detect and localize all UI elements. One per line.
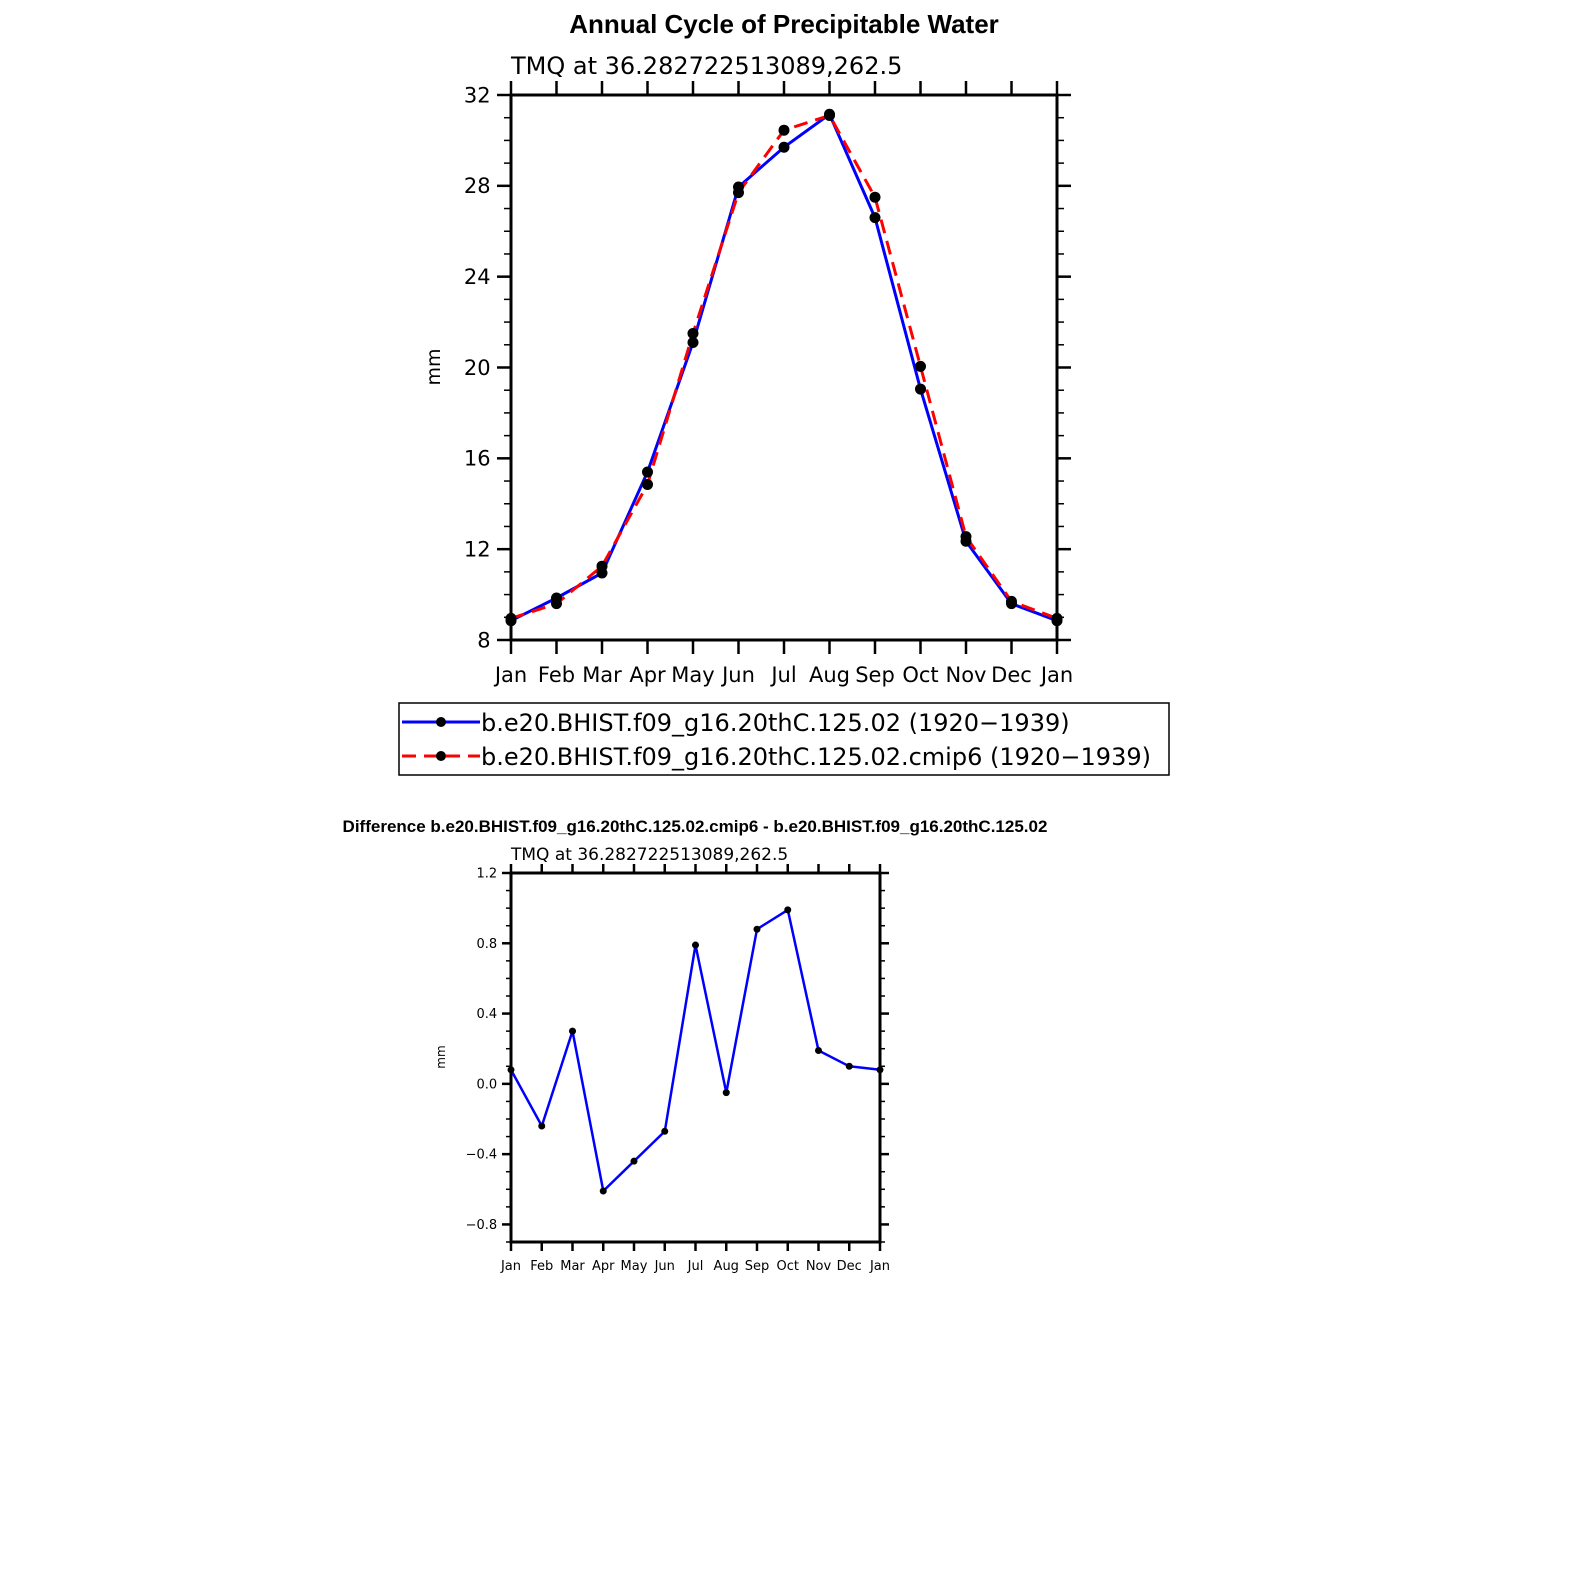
series-2-marker — [642, 478, 653, 490]
x-tick-label: Jun — [654, 1259, 675, 1274]
x-tick-label: Apr — [592, 1259, 615, 1274]
series-1-marker — [642, 466, 653, 478]
y-tick-label: 12 — [464, 538, 491, 562]
x-tick-label: Aug — [714, 1259, 739, 1274]
x-tick-label: Dec — [837, 1259, 862, 1274]
x-tick-label: Mar — [560, 1259, 585, 1274]
x-tick-label: Jan — [1039, 663, 1073, 687]
x-tick-label: Aug — [809, 663, 850, 687]
x-tick-label: Dec — [991, 663, 1032, 687]
x-tick-label: Jul — [687, 1259, 704, 1274]
legend-marker-series-2 — [436, 751, 446, 761]
x-tick-label: Nov — [946, 663, 987, 687]
series-1-marker — [722, 1089, 730, 1097]
series-1-marker — [784, 906, 792, 914]
series-2-marker — [596, 560, 608, 572]
legend: b.e20.BHIST.f09_g16.20thC.125.02 (1920−1… — [398, 702, 1170, 776]
series-line-2 — [510, 113, 1058, 620]
annual-cycle-chart: Annual Cycle of Precipitable Water TMQ a… — [398, 9, 1170, 776]
series-1-marker — [661, 1127, 669, 1135]
y-tick-label: 1.2 — [477, 867, 498, 882]
series-1-marker — [507, 1066, 515, 1074]
x-tick-label: Nov — [806, 1259, 832, 1274]
series-1-marker — [778, 141, 790, 153]
plot-frame — [509, 871, 882, 1244]
series-line-1 — [509, 908, 881, 1193]
x-tick-label: Jan — [493, 663, 527, 687]
y-tick-label: 0.0 — [477, 1077, 498, 1092]
chart-subtitle: TMQ at 36.282722513089,262.5 — [510, 52, 902, 80]
series-1-marker — [569, 1027, 576, 1035]
series-2-marker — [824, 109, 835, 121]
chart-subtitle: TMQ at 36.282722513089,262.5 — [510, 845, 788, 865]
x-tick-label: Mar — [582, 663, 622, 687]
x-tick-label: Sep — [745, 1259, 770, 1274]
series-1-marker — [692, 941, 699, 949]
series-1-marker — [687, 337, 699, 349]
y-tick-label: 0.8 — [477, 937, 498, 952]
x-tick-label: Jan — [869, 1259, 890, 1274]
y-tick-label: 32 — [464, 83, 491, 107]
series-2-marker — [551, 598, 562, 610]
series-2-marker — [960, 531, 972, 543]
y-tick-label: 8 — [477, 628, 490, 652]
series-1-marker — [869, 212, 881, 224]
y-tick-label: 20 — [464, 356, 491, 380]
series-1-marker — [538, 1122, 546, 1130]
x-tick-label: Jul — [769, 663, 796, 687]
series-line-1 — [510, 112, 1058, 623]
y-tick-label: 24 — [464, 265, 491, 289]
series-1-marker — [845, 1062, 853, 1070]
y-tick-label: 16 — [464, 447, 491, 471]
x-tick-label: Jan — [500, 1259, 521, 1274]
x-tick-label: Oct — [777, 1259, 799, 1274]
plot-frame — [509, 93, 1059, 642]
x-tick-label: Sep — [855, 663, 895, 687]
y-tick-label: 28 — [464, 174, 491, 198]
series-1-marker — [915, 383, 926, 395]
x-tick-label: May — [621, 1259, 648, 1274]
chart-title: Difference b.e20.BHIST.f09_g16.20thC.125… — [343, 817, 1048, 836]
series-1-marker — [815, 1046, 822, 1054]
series-2-marker — [869, 191, 881, 203]
series-1-marker — [753, 925, 761, 933]
x-tick-label: Oct — [902, 663, 938, 687]
y-tick-label: −0.4 — [466, 1148, 498, 1163]
series-1-marker — [599, 1187, 607, 1195]
y-tick-label: −0.8 — [466, 1218, 498, 1233]
series-2-marker — [505, 612, 517, 624]
legend-label-series-1: b.e20.BHIST.f09_g16.20thC.125.02 (1920−1… — [481, 709, 1070, 737]
series-2-marker — [915, 360, 926, 372]
x-tick-label: Feb — [538, 663, 575, 687]
legend-label-series-2: b.e20.BHIST.f09_g16.20thC.125.02.cmip6 (… — [481, 743, 1151, 771]
x-tick-label: Jun — [720, 663, 755, 687]
x-tick-label: Feb — [530, 1259, 553, 1274]
y-axis-label: mm — [423, 348, 445, 385]
difference-chart: Difference b.e20.BHIST.f09_g16.20thC.125… — [343, 817, 1048, 1274]
x-tick-label: Apr — [629, 663, 666, 687]
series-1-marker — [876, 1066, 884, 1074]
series-2-marker — [733, 187, 744, 199]
series-2-marker — [1051, 612, 1063, 624]
series-2-marker — [778, 124, 790, 136]
series-1-marker — [630, 1157, 638, 1165]
series-2-marker — [1006, 595, 1017, 607]
y-axis-label: mm — [434, 1045, 448, 1068]
legend-box — [398, 702, 1170, 776]
chart-title: Annual Cycle of Precipitable Water — [569, 9, 999, 39]
series-2-marker — [687, 327, 699, 339]
x-tick-label: May — [671, 663, 714, 687]
legend-marker-series-1 — [436, 717, 446, 727]
y-tick-label: 0.4 — [477, 1007, 498, 1022]
